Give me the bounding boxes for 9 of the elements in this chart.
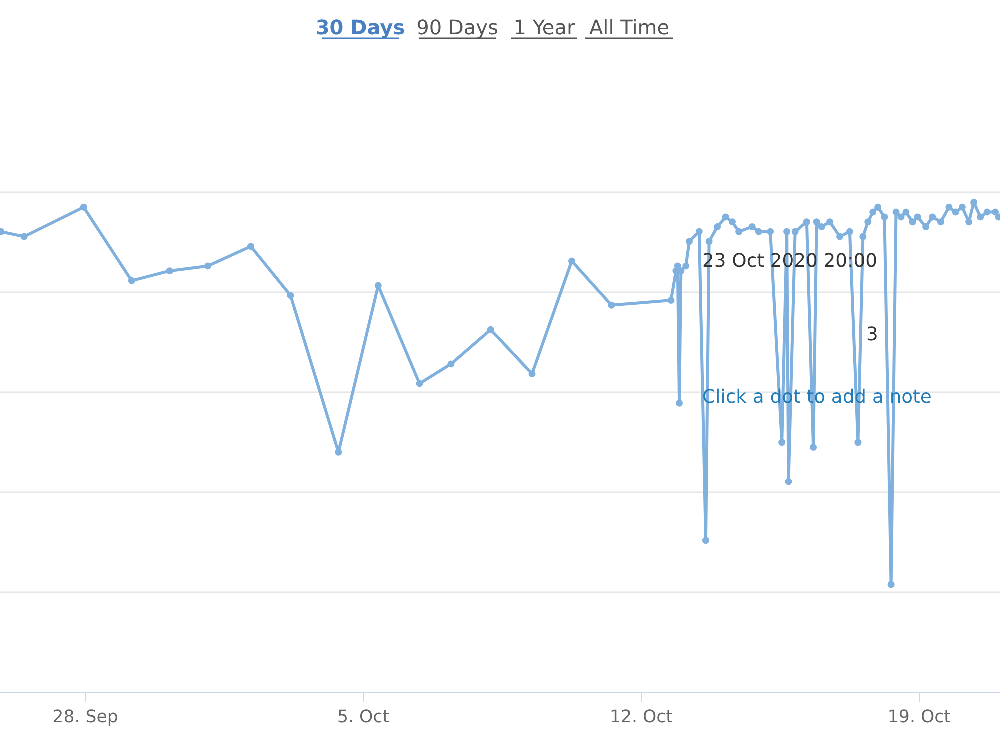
text: All Time xyxy=(589,16,670,40)
text: 90 Days xyxy=(416,16,498,40)
x-tick-label: 12. Oct xyxy=(610,708,674,728)
annotation: 3 xyxy=(866,324,878,346)
x-tick-label: 19. Oct xyxy=(888,708,952,728)
x-tick-label: 28. Sep xyxy=(52,708,118,728)
x-tick-label: 5. Oct xyxy=(338,708,390,728)
text: 30 Days xyxy=(316,16,406,40)
text: 1 Year xyxy=(514,16,576,40)
